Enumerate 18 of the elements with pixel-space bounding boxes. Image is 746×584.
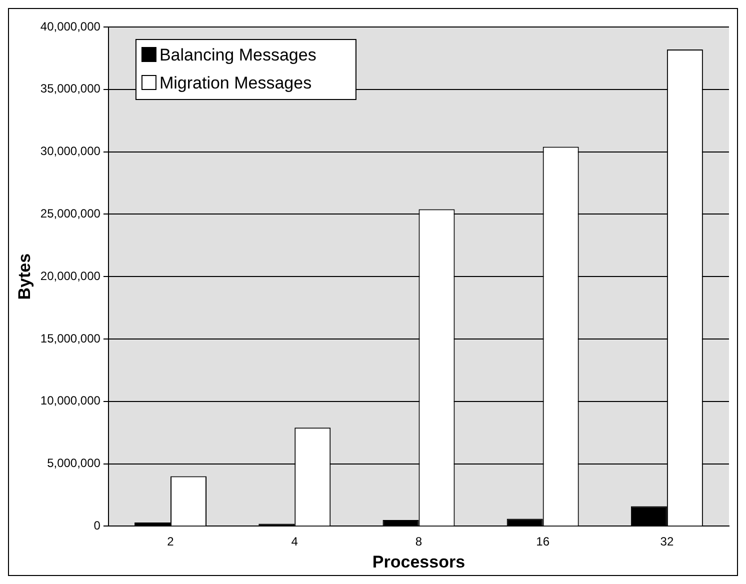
legend-label: Balancing Messages (159, 46, 316, 65)
x-tick-label: 4 (291, 534, 298, 549)
y-tick-label: 40,000,000 (40, 19, 101, 34)
y-tick-label: 35,000,000 (40, 82, 101, 96)
x-tick-label: 32 (660, 534, 674, 549)
x-tick-label: 8 (415, 534, 422, 549)
x-axis-title: Processors (372, 552, 466, 572)
y-tick-label: 0 (94, 518, 101, 533)
y-tick-label: 15,000,000 (40, 331, 101, 346)
y-axis-title: Bytes (14, 253, 34, 300)
y-tick-label: 10,000,000 (40, 394, 101, 408)
x-tick-label: 16 (536, 534, 550, 549)
y-tick-label: 25,000,000 (40, 206, 101, 221)
legend-label: Migration Messages (159, 74, 312, 93)
y-tick-label: 5,000,000 (47, 456, 101, 470)
y-tick-label: 20,000,000 (40, 268, 101, 283)
x-tick-label: 2 (167, 534, 174, 549)
y-tick-label: 30,000,000 (40, 144, 101, 158)
